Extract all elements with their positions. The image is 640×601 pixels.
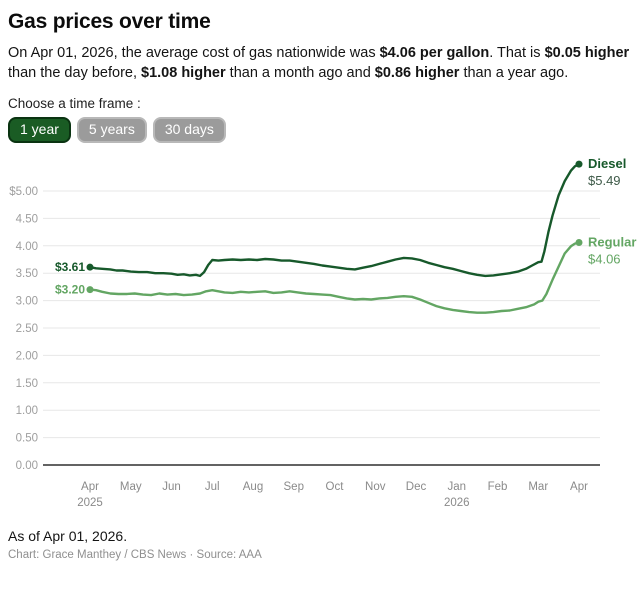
description-text: than a year ago.	[459, 65, 569, 81]
series-end-value-diesel: $5.49	[588, 173, 621, 188]
x-axis-tick-label: Jan	[447, 481, 466, 493]
series-name-label-regular: Regular	[588, 235, 636, 250]
y-axis-tick-label: 0.50	[16, 433, 38, 445]
gas-prices-card: Gas prices over time On Apr 01, 2026, th…	[0, 10, 636, 561]
x-axis-tick-label: Dec	[406, 481, 427, 493]
x-axis-tick-label: Apr	[570, 481, 588, 493]
description-text: . That is	[489, 45, 545, 61]
series-end-dot-regular	[575, 239, 583, 247]
y-axis-tick-label: 0.00	[16, 460, 38, 472]
series-start-dot-diesel	[86, 263, 94, 271]
x-axis-year-label: 2026	[444, 497, 470, 509]
series-start-label-diesel: $3.61	[55, 260, 85, 274]
page-title: Gas prices over time	[8, 10, 211, 33]
timeframe-button-30-days[interactable]: 30 days	[152, 117, 226, 143]
highlight-value: $0.86 higher	[374, 65, 460, 81]
line-chart-canvas: $5.00 4.50 4.00 3.50 3.00 2.50 2.00 1.50 1.00 0.5…	[9, 156, 636, 509]
series-line-diesel	[88, 162, 581, 278]
x-axis-tick-label: Aug	[243, 481, 263, 493]
series-start-dot-regular	[86, 286, 94, 294]
x-axis-tick-label: Jul	[205, 481, 220, 493]
x-axis-year-label: 2025	[77, 497, 103, 509]
timeframe-label: Choose a time frame :	[8, 96, 141, 111]
timeframe-button-1-year[interactable]: 1 year	[8, 117, 71, 143]
x-axis-tick-label: Nov	[365, 481, 386, 493]
y-axis-tick-label: 2.50	[16, 323, 38, 335]
series-start-label-regular: $3.20	[55, 283, 85, 297]
x-axis-tick-label: Oct	[326, 481, 345, 493]
chart-description: On Apr 01, 2026, the average cost of gas…	[8, 43, 632, 83]
gas-price-chart: $5.00 4.50 4.00 3.50 3.00 2.50 2.00 1.50 1.00 0.5…	[0, 145, 636, 522]
highlight-value: $0.05 higher	[544, 45, 630, 61]
highlight-value: $4.06 per gallon	[379, 45, 490, 61]
x-axis-tick-label: Sep	[284, 481, 304, 493]
y-axis-tick-label: 1.00	[16, 405, 38, 417]
description-text: than a month ago and	[225, 65, 375, 81]
timeframe-button-5-years[interactable]: 5 years	[76, 117, 147, 143]
x-axis-tick-label: Mar	[528, 481, 548, 493]
y-axis-tick-label: 3.50	[16, 268, 38, 280]
y-axis-tick-label: 2.00	[16, 350, 38, 362]
x-axis-tick-label: Apr	[81, 481, 99, 493]
series-name-label-diesel: Diesel	[588, 156, 626, 171]
description-text: than the day before,	[8, 65, 142, 81]
x-axis-tick-label: Feb	[488, 481, 508, 493]
x-axis-tick-label: Jun	[162, 481, 181, 493]
series-line-regular	[88, 241, 581, 314]
y-axis-tick-label: $5.00	[9, 186, 38, 198]
y-axis-tick-label: 4.00	[16, 241, 38, 253]
y-axis-tick-label: 3.00	[16, 296, 38, 308]
series-end-value-regular: $4.06	[588, 252, 621, 267]
y-axis-tick-label: 1.50	[16, 378, 38, 390]
series-end-dot-diesel	[575, 160, 583, 168]
x-axis-tick-label: May	[120, 481, 142, 493]
timeframe-button-group: 1 year 5 years 30 days	[8, 117, 632, 143]
highlight-value: $1.08 higher	[141, 65, 226, 81]
chart-credit: Chart: Grace Manthey / CBS News · Source…	[8, 549, 262, 561]
description-text: On Apr 01, 2026, the average cost of gas…	[8, 45, 380, 61]
as-of-note: As of Apr 01, 2026.	[8, 528, 128, 544]
y-axis-tick-label: 4.50	[16, 213, 38, 225]
